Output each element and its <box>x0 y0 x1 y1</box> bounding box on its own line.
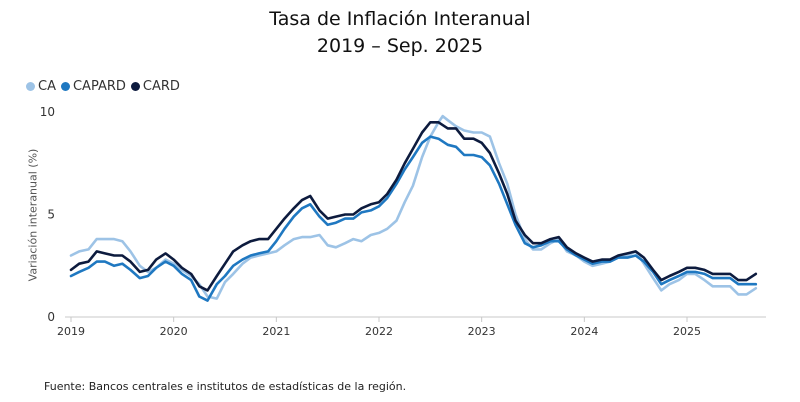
legend-label-ca: CA <box>38 79 56 94</box>
legend-swatch-ca <box>26 82 35 91</box>
legend: CA CAPARD CARD <box>26 79 185 94</box>
legend-label-card: CARD <box>142 79 180 94</box>
y-tick-label: 5 <box>47 208 55 222</box>
x-tick-label: 2020 <box>160 325 188 338</box>
legend-swatch-card <box>130 82 140 91</box>
legend-label-capard: CAPARD <box>72 79 126 94</box>
source-note: Fuente: Bancos centrales e institutos de… <box>44 380 407 393</box>
x-tick-label: 2023 <box>468 325 496 338</box>
legend-swatch-capard <box>60 82 70 91</box>
legend-item-capard: CAPARD <box>60 79 126 94</box>
y-tick-label: 10 <box>40 105 55 119</box>
y-tick-label: 0 <box>47 310 55 324</box>
series-line-card <box>69 121 758 292</box>
legend-item-ca: CA <box>26 79 56 94</box>
chart-subtitle: 2019 – Sep. 2025 <box>316 35 484 57</box>
x-tick-label: 2022 <box>365 325 393 338</box>
x-tick-label: 2024 <box>570 325 598 338</box>
x-tick-label: 2021 <box>262 325 290 338</box>
chart-title: Tasa de Inflación Interanual <box>269 8 531 30</box>
x-tick-label: 2019 <box>57 325 85 338</box>
legend-item-card: CARD <box>130 79 180 94</box>
series-line-capard <box>69 135 758 302</box>
x-tick-label: 2025 <box>673 325 701 338</box>
